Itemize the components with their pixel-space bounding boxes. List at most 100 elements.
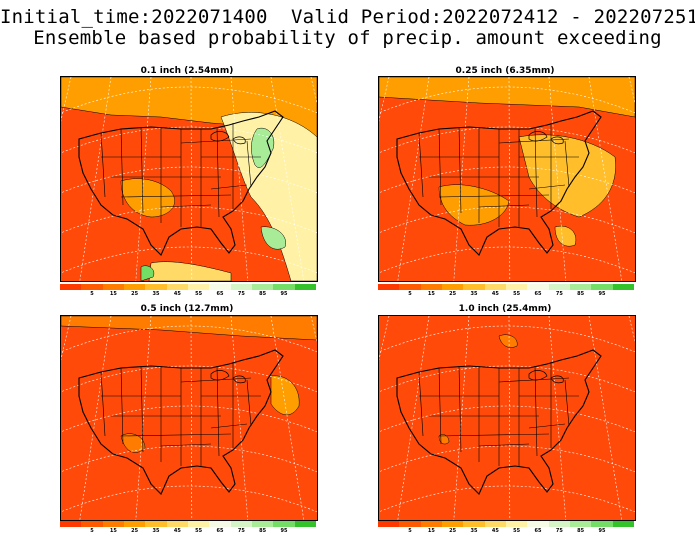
map-canvas	[61, 77, 317, 281]
panel-title: 1.0 inch (25.4mm)	[458, 304, 552, 314]
colorbar: 5 15 25 35 45 55 65 75 85 95	[378, 521, 634, 535]
colorbar-segment	[548, 521, 570, 527]
colorbar-label: 25	[131, 528, 139, 534]
colorbar-label: 45	[491, 291, 499, 297]
colorbar-segment	[548, 284, 570, 290]
colorbar-label: 85	[259, 291, 267, 297]
probability-region	[61, 316, 317, 341]
longitude-line	[270, 316, 305, 520]
state-border	[160, 443, 212, 447]
colorbar-label: 35	[470, 528, 478, 534]
longitude-line	[190, 316, 193, 520]
colorbar-segment	[166, 521, 188, 527]
colorbar-segment	[230, 284, 252, 290]
panel-title: 0.1 inch (2.54mm)	[140, 66, 234, 76]
colorbar-label: 65	[216, 528, 224, 534]
probability-map	[60, 76, 318, 282]
colorbar-segment	[81, 284, 103, 290]
longitude-line	[379, 316, 390, 361]
probability-region	[554, 225, 577, 247]
longitude-line	[628, 316, 635, 343]
colorbar-label: 45	[173, 528, 181, 534]
longitude-line	[79, 316, 112, 520]
colorbar-label: 15	[427, 291, 435, 297]
state-border	[246, 140, 252, 188]
state-border	[100, 371, 106, 437]
state-border	[528, 184, 566, 190]
figure-title-line-1: Initial_time:2022071400 Valid Period:202…	[0, 6, 695, 28]
colorbar-segment	[527, 521, 549, 527]
colorbar-segment	[294, 521, 316, 527]
colorbar-label: 15	[427, 528, 435, 534]
probability-region	[260, 226, 286, 250]
colorbar: 5 15 25 35 45 55 65 75 85 95	[60, 284, 316, 298]
colorbar-segment	[378, 521, 400, 527]
colorbar-label: 95	[598, 291, 606, 297]
state-border	[438, 194, 550, 198]
state-border	[564, 140, 570, 188]
map-canvas	[379, 77, 635, 281]
colorbar-segment	[187, 521, 210, 527]
colorbar-segment	[441, 284, 464, 290]
probability-region	[438, 434, 450, 445]
colorbar-label: 95	[598, 528, 606, 534]
colorbar-label: 85	[577, 291, 585, 297]
longitude-line	[588, 316, 623, 520]
longitude-line	[397, 77, 430, 281]
colorbar-label: 25	[449, 291, 457, 297]
colorbar-segment	[569, 521, 592, 527]
colorbar-label: 75	[237, 291, 245, 297]
probability-region	[498, 334, 518, 348]
longitude-line	[508, 77, 511, 281]
colorbar-label: 65	[534, 291, 542, 297]
longitude-line	[270, 77, 305, 281]
colorbar-segment	[463, 521, 485, 527]
colorbar-segment	[209, 284, 231, 290]
probability-region	[270, 375, 300, 415]
latitude-line	[61, 445, 317, 473]
colorbar: 5 15 25 35 45 55 65 75 85 95	[60, 521, 316, 535]
colorbar-segment	[399, 284, 421, 290]
colorbar-segment	[230, 521, 252, 527]
longitude-line	[61, 316, 72, 361]
colorbar-segment	[102, 284, 124, 290]
colorbar-label: 5	[408, 528, 412, 534]
country-outline	[396, 110, 602, 256]
colorbar-segment	[484, 284, 506, 290]
colorbar-segment	[123, 521, 146, 527]
colorbar-segment	[187, 284, 210, 290]
state-border	[478, 204, 530, 208]
state-border	[120, 433, 232, 437]
state-border	[458, 126, 462, 214]
colorbar-segment	[591, 284, 613, 290]
state-border	[418, 132, 424, 198]
colorbar-segment	[60, 284, 82, 290]
colorbar-label: 35	[152, 291, 160, 297]
state-border	[216, 126, 220, 218]
panel-title: 0.25 inch (6.35mm)	[455, 66, 555, 76]
colorbar-label: 15	[109, 528, 117, 534]
colorbar-segment	[123, 284, 146, 290]
state-border	[438, 367, 442, 445]
state-border	[246, 379, 252, 427]
probability-region	[120, 178, 175, 218]
colorbar-label: 5	[90, 291, 94, 297]
latitude-line	[379, 206, 635, 234]
colorbar-segment	[420, 521, 442, 527]
great-lakes	[528, 131, 564, 145]
colorbar-label: 85	[259, 528, 267, 534]
great-lakes	[210, 131, 246, 145]
state-border	[210, 423, 248, 429]
colorbar-segment	[209, 521, 231, 527]
colorbar-segment	[273, 521, 295, 527]
country-outline	[78, 110, 284, 256]
colorbar-segment	[505, 521, 528, 527]
colorbar-label: 45	[173, 291, 181, 297]
colorbar-label: 35	[152, 528, 160, 534]
latitude-line	[379, 405, 635, 433]
colorbar-label: 85	[577, 528, 585, 534]
probability-region	[148, 261, 232, 281]
state-border	[564, 379, 570, 427]
great-lakes	[528, 370, 564, 384]
colorbar-label: 55	[195, 528, 203, 534]
